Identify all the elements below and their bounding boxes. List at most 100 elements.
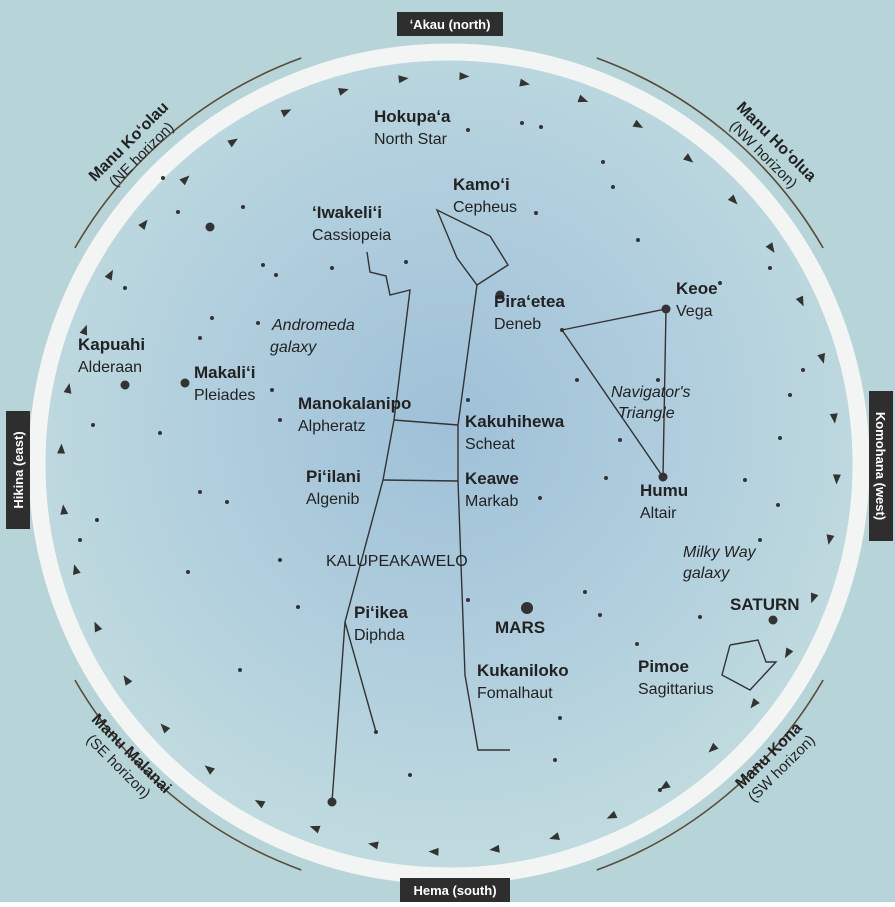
label: Triangle: [618, 405, 675, 422]
star: [274, 273, 278, 277]
direction-text: Hema (south): [413, 883, 496, 898]
label: Alpheratz: [298, 418, 366, 435]
star: [718, 281, 722, 285]
star: [261, 263, 265, 267]
direction-text: Komohana (west): [873, 412, 888, 520]
label: Deneb: [494, 316, 541, 333]
label: Keoe: [676, 279, 718, 298]
star: [198, 336, 202, 340]
star: [521, 602, 533, 614]
direction-text: Hikina (east): [11, 431, 26, 508]
star: [583, 590, 587, 594]
star: [225, 500, 229, 504]
label: Vega: [676, 303, 713, 320]
star: [604, 476, 608, 480]
label: Humu: [640, 481, 688, 500]
star: [534, 211, 538, 215]
direction-label: Komohana (west): [869, 391, 893, 541]
label: Kamoʻi: [453, 175, 510, 194]
star: [636, 238, 640, 242]
star-map: Hokupaʻa North Star Kamoʻi Cepheus ʻIwakeliʻ…: [0, 0, 895, 902]
star: [466, 128, 470, 132]
star: [374, 730, 378, 734]
label: galaxy: [683, 565, 730, 582]
star: [278, 418, 282, 422]
star: [466, 598, 470, 602]
star: [601, 160, 605, 164]
direction-label: Hema (south): [400, 878, 510, 902]
label: Hokupaʻa: [374, 107, 451, 126]
star: [801, 368, 805, 372]
direction-label: Hikina (east): [6, 411, 30, 529]
label: Milky Way: [683, 544, 757, 561]
star: [161, 176, 165, 180]
label: Piʻikea: [354, 603, 408, 622]
label: Altair: [640, 505, 677, 522]
label: Makaliʻi: [194, 363, 255, 382]
label: Pimoe: [638, 657, 689, 676]
saturn-dot: [769, 616, 778, 625]
star: [121, 381, 130, 390]
label: Kakuhihewa: [465, 412, 565, 431]
label: Pleiades: [194, 387, 255, 404]
label: Alderaan: [78, 359, 142, 376]
star: [656, 378, 660, 382]
star: [560, 328, 564, 332]
star: [181, 379, 190, 388]
direction-text: ʻAkau (north): [410, 17, 491, 32]
star: [768, 266, 772, 270]
label: Manokalanipo: [298, 394, 411, 413]
star: [539, 125, 543, 129]
star: [296, 605, 300, 609]
star: [176, 210, 180, 214]
star: [206, 223, 215, 232]
star: [776, 503, 780, 507]
star: [95, 518, 99, 522]
star: [186, 570, 190, 574]
label: Piraʻetea: [494, 292, 565, 311]
star: [123, 286, 127, 290]
label: Cepheus: [453, 199, 517, 216]
star: [330, 266, 334, 270]
star: [575, 378, 579, 382]
sky: [45, 60, 853, 868]
label: Sagittarius: [638, 681, 714, 698]
star: [698, 615, 702, 619]
label: Diphda: [354, 627, 405, 644]
star: [520, 121, 524, 125]
star: [538, 496, 542, 500]
label: Fomalhaut: [477, 685, 553, 702]
label: KALUPEAKAWELO: [326, 553, 468, 570]
star: [241, 205, 245, 209]
star: [611, 185, 615, 189]
star: [256, 321, 260, 325]
label: Piʻilani: [306, 467, 361, 486]
label: Navigator's: [611, 384, 691, 401]
label: SATURN: [730, 595, 800, 614]
star: [788, 393, 792, 397]
star: [78, 538, 82, 542]
star: [743, 478, 747, 482]
direction-label: ʻAkau (north): [397, 12, 503, 36]
star: [618, 438, 622, 442]
star: [404, 260, 408, 264]
star: [328, 798, 337, 807]
label: ʻIwakeliʻi: [312, 203, 382, 222]
star: [270, 388, 274, 392]
label: Kapuahi: [78, 335, 145, 354]
label: Cassiopeia: [312, 227, 391, 244]
label: MARS: [495, 618, 545, 637]
star: [91, 423, 95, 427]
label: Scheat: [465, 436, 515, 453]
label: North Star: [374, 131, 448, 148]
star: [278, 558, 282, 562]
star: [466, 398, 470, 402]
star: [778, 436, 782, 440]
page: {"directions":{"north":"ʻAkau (north)","…: [0, 0, 895, 902]
star: [758, 538, 762, 542]
star: [408, 773, 412, 777]
label: galaxy: [270, 339, 317, 356]
star: [598, 613, 602, 617]
star: [553, 758, 557, 762]
star: [635, 642, 639, 646]
